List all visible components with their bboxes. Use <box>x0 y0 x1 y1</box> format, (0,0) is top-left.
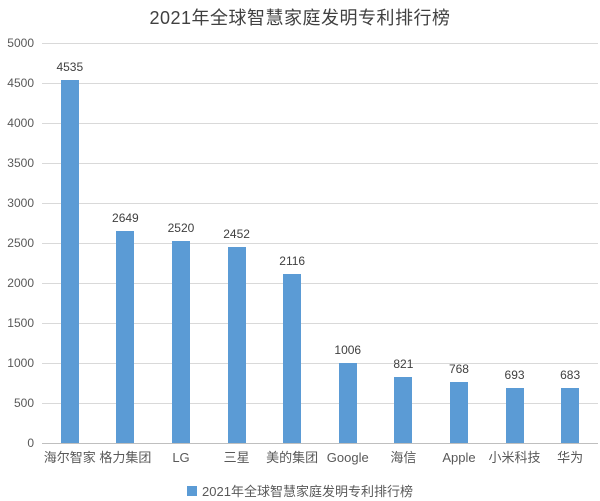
bar-slot: 821 <box>376 43 432 443</box>
bar-slot: 768 <box>431 43 487 443</box>
bar-value-label: 821 <box>393 357 414 371</box>
bar-slot: 693 <box>487 43 543 443</box>
y-axis-tick-label: 4000 <box>7 116 34 130</box>
bar-slot: 4535 <box>42 43 98 443</box>
bar-value-label: 2116 <box>279 254 306 268</box>
y-axis-tick-label: 1000 <box>7 356 34 370</box>
y-axis-tick-label: 0 <box>27 436 34 450</box>
gridline <box>42 363 598 364</box>
chart-title: 2021年全球智慧家庭发明专利排行榜 <box>149 8 451 28</box>
bar-LG <box>171 241 190 443</box>
bar-value-label: 2649 <box>112 211 139 225</box>
x-axis-category-label: 华为 <box>557 450 584 465</box>
x-axis-category-label: Google <box>326 450 369 465</box>
gridline <box>42 123 598 124</box>
y-axis-tick-label: 3500 <box>7 156 34 170</box>
bar-海尔智家 <box>60 80 79 443</box>
x-axis-category-label: 美的集团 <box>266 450 319 465</box>
bar-Google <box>338 363 357 443</box>
bar-value-label: 4535 <box>56 60 84 74</box>
bar-海信 <box>394 377 413 443</box>
gridline <box>42 283 598 284</box>
bar-格力集团 <box>116 231 135 443</box>
gridline <box>42 323 598 324</box>
bar-value-label: 683 <box>560 368 581 382</box>
gridline <box>42 203 598 204</box>
x-axis-category-label: 小米科技 <box>488 450 541 465</box>
bar-series: 4535 2649 2520 2452 2116 1006 821 768 693 683 <box>42 43 598 443</box>
bar-美的集团 <box>283 274 302 443</box>
bar-slot: 2452 <box>209 43 265 443</box>
x-axis-category-label: 三星 <box>223 450 250 465</box>
x-axis-category-label: Apple <box>442 450 476 465</box>
legend-label: 2021年全球智慧家庭发明专利排行榜 <box>202 484 413 499</box>
y-axis-tick-label: 1500 <box>7 316 34 330</box>
bar-华为 <box>561 388 580 443</box>
gridline <box>42 83 598 84</box>
bar-value-label: 1006 <box>334 343 362 357</box>
x-axis-category-label: 海尔智家 <box>43 450 96 465</box>
bar-三星 <box>227 247 246 443</box>
y-axis-tick-label: 2500 <box>7 236 34 250</box>
gridline <box>42 243 598 244</box>
y-axis-tick-label: 3000 <box>7 196 34 210</box>
bar-value-label: 2520 <box>167 221 195 235</box>
bar-slot: 2116 <box>264 43 320 443</box>
bar-slot: 2649 <box>98 43 154 443</box>
bar-value-label: 2452 <box>223 227 250 241</box>
y-axis-tick-label: 500 <box>13 396 34 410</box>
x-axis-category-label: 海信 <box>390 450 417 465</box>
bar-value-label: 693 <box>504 368 525 382</box>
legend: 2021年全球智慧家庭发明专利排行榜 <box>0 481 600 500</box>
y-axis-tick-label: 4500 <box>7 76 34 90</box>
bar-slot: 1006 <box>320 43 376 443</box>
x-axis-category-label: 格力集团 <box>99 450 152 465</box>
bar-value-label: 768 <box>448 362 469 376</box>
gridline <box>42 43 598 44</box>
bar-小米科技 <box>505 388 524 443</box>
plot-area: 4535 2649 2520 2452 2116 1006 821 768 693 683 <box>42 43 598 444</box>
y-axis-tick-label: 2000 <box>7 276 34 290</box>
bar-slot: 683 <box>542 43 598 443</box>
x-axis-category-label: LG <box>172 450 190 465</box>
gridline <box>42 163 598 164</box>
bar-Apple <box>449 382 468 443</box>
legend-swatch-icon <box>187 485 198 496</box>
bar-slot: 2520 <box>153 43 209 443</box>
x-axis: 海尔智家 格力集团 LG 三星 美的集团 Google 海信 Apple 小米科技 华为 <box>42 450 598 465</box>
gridline <box>42 403 598 404</box>
y-axis-tick-label: 5000 <box>7 36 34 50</box>
y-axis: 0 500 1000 1500 2000 2500 3000 3500 4000 4500 5000 <box>0 36 34 450</box>
